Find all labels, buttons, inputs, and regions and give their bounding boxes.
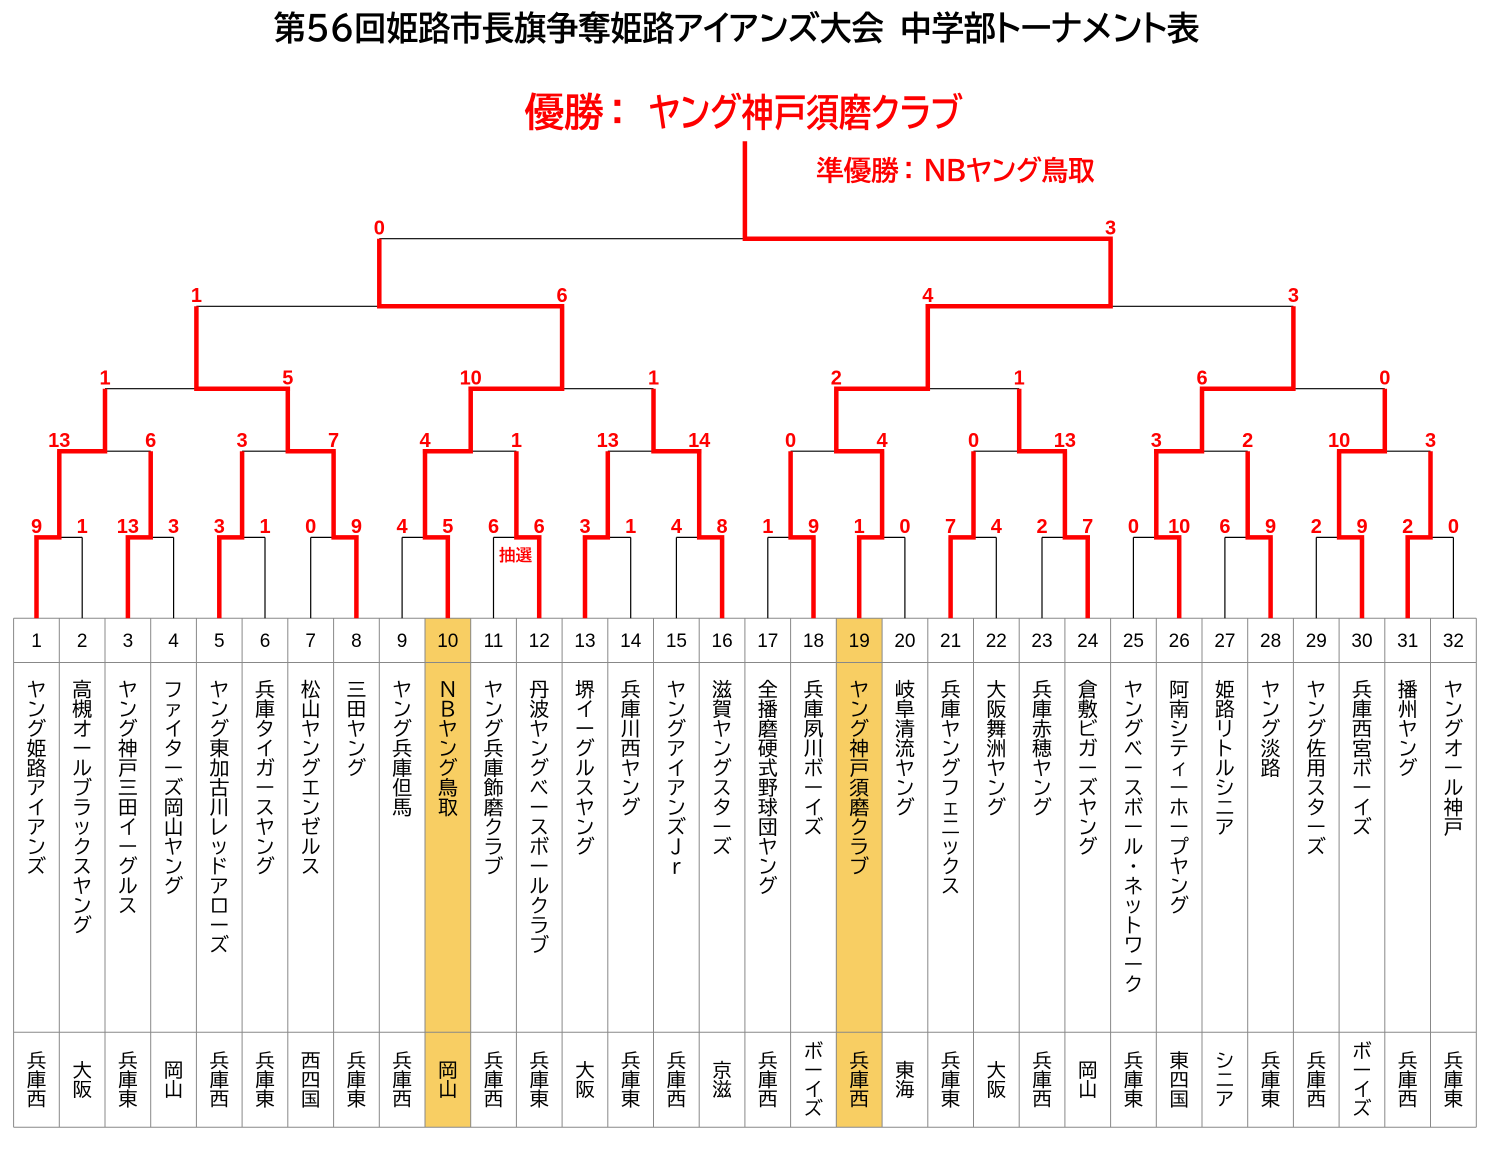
svg-text:4: 4	[671, 516, 683, 538]
svg-text:3: 3	[1288, 285, 1299, 307]
svg-text:28: 28	[1260, 631, 1281, 652]
svg-text:7: 7	[305, 631, 316, 652]
svg-text:22: 22	[986, 631, 1007, 652]
svg-text:29: 29	[1306, 631, 1327, 652]
svg-text:1: 1	[77, 516, 88, 538]
svg-text:3: 3	[1151, 430, 1162, 452]
svg-text:6: 6	[145, 430, 156, 452]
svg-text:13: 13	[597, 430, 619, 452]
svg-text:20: 20	[894, 631, 915, 652]
svg-text:6: 6	[534, 516, 545, 538]
svg-text:1: 1	[1014, 367, 1025, 389]
svg-text:3: 3	[237, 430, 248, 452]
svg-text:2: 2	[77, 631, 88, 652]
svg-text:23: 23	[1031, 631, 1052, 652]
svg-text:6: 6	[488, 516, 499, 538]
svg-text:27: 27	[1214, 631, 1235, 652]
svg-text:18: 18	[803, 631, 824, 652]
svg-text:4: 4	[991, 516, 1003, 538]
svg-text:1: 1	[511, 430, 522, 452]
svg-text:0: 0	[785, 430, 796, 452]
svg-text:32: 32	[1443, 631, 1464, 652]
svg-text:1: 1	[99, 367, 110, 389]
svg-text:2: 2	[1242, 430, 1253, 452]
svg-text:16: 16	[712, 631, 733, 652]
svg-text:10: 10	[460, 367, 482, 389]
svg-text:7: 7	[1082, 516, 1093, 538]
svg-text:3: 3	[123, 631, 134, 652]
svg-text:9: 9	[31, 516, 42, 538]
svg-text:30: 30	[1351, 631, 1372, 652]
svg-text:14: 14	[688, 430, 711, 452]
svg-text:0: 0	[968, 430, 979, 452]
svg-text:6: 6	[260, 631, 271, 652]
svg-text:1: 1	[191, 285, 202, 307]
svg-text:21: 21	[940, 631, 961, 652]
svg-text:0: 0	[1379, 367, 1390, 389]
svg-text:0: 0	[899, 516, 910, 538]
svg-text:2: 2	[1036, 516, 1047, 538]
svg-text:6: 6	[1196, 367, 1207, 389]
svg-text:25: 25	[1123, 631, 1144, 652]
svg-text:3: 3	[214, 516, 225, 538]
svg-text:24: 24	[1077, 631, 1099, 652]
svg-text:8: 8	[717, 516, 728, 538]
svg-text:7: 7	[945, 516, 956, 538]
svg-text:12: 12	[529, 631, 550, 652]
svg-text:0: 0	[305, 516, 316, 538]
svg-text:3: 3	[168, 516, 179, 538]
svg-text:13: 13	[574, 631, 595, 652]
svg-text:3: 3	[579, 516, 590, 538]
svg-text:0: 0	[1128, 516, 1139, 538]
svg-text:3: 3	[1105, 217, 1116, 239]
svg-text:10: 10	[1168, 516, 1190, 538]
svg-text:31: 31	[1397, 631, 1418, 652]
svg-text:1: 1	[648, 367, 659, 389]
svg-text:4: 4	[922, 285, 934, 307]
svg-text:2: 2	[831, 367, 842, 389]
svg-text:10: 10	[437, 631, 458, 652]
svg-text:11: 11	[484, 631, 504, 652]
svg-text:15: 15	[666, 631, 687, 652]
svg-text:2: 2	[1402, 516, 1413, 538]
svg-text:13: 13	[48, 430, 70, 452]
svg-text:4: 4	[397, 516, 409, 538]
svg-text:5: 5	[282, 367, 293, 389]
svg-text:13: 13	[117, 516, 139, 538]
svg-text:26: 26	[1169, 631, 1190, 652]
svg-text:6: 6	[557, 285, 568, 307]
svg-text:10: 10	[1328, 430, 1350, 452]
svg-text:3: 3	[1425, 430, 1436, 452]
svg-text:4: 4	[419, 430, 431, 452]
svg-text:14: 14	[620, 631, 642, 652]
svg-text:7: 7	[328, 430, 339, 452]
svg-text:1: 1	[259, 516, 270, 538]
svg-text:17: 17	[757, 631, 778, 652]
svg-text:2: 2	[1311, 516, 1322, 538]
svg-text:9: 9	[397, 631, 408, 652]
svg-text:9: 9	[808, 516, 819, 538]
svg-text:0: 0	[1448, 516, 1459, 538]
svg-text:1: 1	[625, 516, 636, 538]
svg-text:8: 8	[351, 631, 362, 652]
svg-text:0: 0	[374, 217, 385, 239]
svg-text:5: 5	[214, 631, 225, 652]
svg-text:4: 4	[877, 430, 889, 452]
svg-text:13: 13	[1054, 430, 1076, 452]
svg-text:1: 1	[31, 631, 42, 652]
svg-text:19: 19	[849, 631, 870, 652]
svg-text:6: 6	[1219, 516, 1230, 538]
svg-text:4: 4	[168, 631, 179, 652]
svg-text:5: 5	[442, 516, 453, 538]
svg-text:1: 1	[762, 516, 773, 538]
svg-text:9: 9	[351, 516, 362, 538]
svg-text:9: 9	[1356, 516, 1367, 538]
svg-text:9: 9	[1265, 516, 1276, 538]
svg-text:1: 1	[854, 516, 865, 538]
